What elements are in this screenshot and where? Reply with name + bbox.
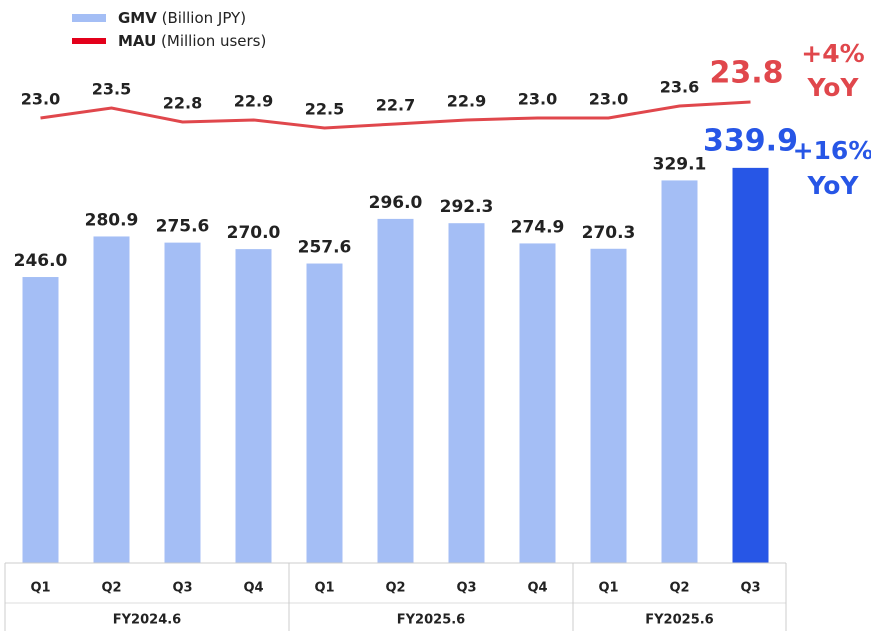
x-tick-label: Q4: [243, 581, 263, 596]
bar-value-label: 296.0: [369, 193, 423, 213]
legend-label: GMV (Billion JPY): [118, 9, 246, 27]
group-label: FY2025.6: [645, 613, 713, 628]
annotation: +16%: [793, 136, 871, 165]
line-value-label: 22.9: [447, 91, 486, 110]
x-tick-label: Q2: [669, 581, 689, 596]
bar-value-label: 257.6: [298, 238, 352, 258]
line: [40, 100, 751, 130]
line-value-label: 22.7: [376, 95, 415, 114]
x-tick-label: Q2: [385, 581, 405, 596]
bar-value-label: 292.3: [440, 197, 494, 217]
bar-value-label: 339.9: [703, 123, 798, 158]
x-tick-label: Q3: [172, 581, 192, 596]
annotation: YoY: [806, 73, 859, 102]
legend-label: MAU (Million users): [118, 32, 266, 50]
line-value-label: 22.8: [163, 93, 202, 112]
bar-value-label: 280.9: [85, 210, 139, 230]
bar: [235, 249, 272, 563]
line-value-label: 23.5: [92, 79, 131, 98]
legend-unit: (Million users): [161, 32, 266, 50]
bar-value-label: 329.1: [653, 154, 707, 174]
bar: [519, 243, 556, 563]
line-value-label: 23.8: [709, 55, 783, 90]
line-value-label: 22.5: [305, 99, 344, 118]
x-tick-label: Q1: [598, 581, 618, 596]
legend-name: GMV: [118, 9, 157, 27]
legend-name: MAU: [118, 32, 156, 50]
bar: [22, 277, 59, 563]
legend-unit: (Billion JPY): [162, 9, 246, 27]
annotation: YoY: [806, 171, 859, 200]
bar: [448, 223, 485, 564]
annotation: +4%: [801, 39, 864, 68]
line-value-label: 23.6: [660, 77, 699, 96]
line-value-label: 23.0: [21, 89, 60, 108]
x-tick-label: Q4: [527, 581, 547, 596]
bar: [377, 218, 414, 563]
bar-value-label: 270.3: [582, 223, 636, 243]
bar-value-label: 246.0: [14, 251, 68, 271]
x-tick-label: Q1: [30, 581, 50, 596]
bar-value-label: 274.9: [511, 217, 565, 237]
legend-swatch: [72, 38, 106, 44]
bar: [93, 236, 130, 564]
x-tick-label: Q3: [456, 581, 476, 596]
bar-value-label: 275.6: [156, 217, 210, 237]
bar-value-label: 270.0: [227, 223, 281, 243]
legend-swatch: [72, 14, 106, 22]
line-value-label: 23.0: [518, 89, 557, 108]
x-tick-label: Q1: [314, 581, 334, 596]
group-label: FY2025.6: [397, 613, 465, 628]
bar: [590, 248, 627, 563]
bar: [164, 242, 201, 564]
bar: [306, 263, 343, 563]
bar: [732, 167, 769, 563]
line-value-label: 23.0: [589, 89, 628, 108]
x-tick-label: Q3: [740, 581, 760, 596]
bar: [661, 180, 698, 563]
x-tick-label: Q2: [101, 581, 121, 596]
group-label: FY2024.6: [113, 613, 181, 628]
line-value-label: 22.9: [234, 91, 273, 110]
